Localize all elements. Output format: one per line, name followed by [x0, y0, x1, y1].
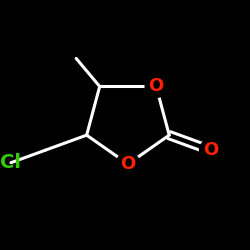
Circle shape — [145, 76, 167, 98]
Text: O: O — [120, 155, 136, 173]
Text: Cl: Cl — [0, 153, 21, 172]
Circle shape — [200, 139, 222, 161]
Circle shape — [116, 152, 140, 176]
Text: O: O — [148, 78, 164, 96]
Text: O: O — [203, 141, 218, 159]
